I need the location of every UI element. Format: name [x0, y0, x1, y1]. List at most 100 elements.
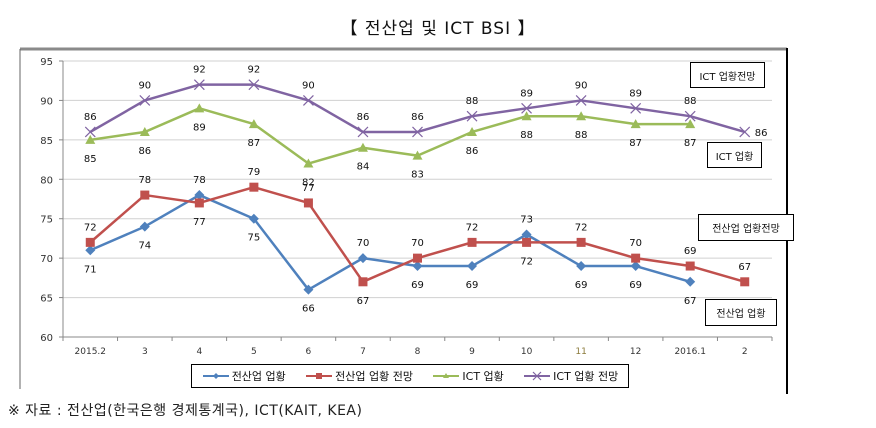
marker-diamond	[194, 190, 205, 201]
x-tick-label: 9	[469, 347, 475, 357]
data-label: 90	[138, 80, 151, 91]
marker-square	[467, 237, 477, 247]
marker-triangle	[412, 150, 423, 160]
marker-x	[357, 126, 369, 138]
x-tick-label: 2016.1	[674, 347, 706, 357]
data-label: 69	[684, 246, 697, 257]
data-label: 86	[357, 112, 370, 123]
legend-item: ICT 업황 전망	[523, 368, 618, 384]
data-label: 77	[302, 183, 315, 194]
marker-diamond	[630, 261, 641, 272]
marker-diamond	[412, 261, 423, 272]
y-tick-label: 85	[40, 136, 53, 147]
marker-diamond	[576, 261, 587, 272]
x-tick-label: 5	[251, 347, 257, 357]
y-tick-label: 60	[40, 333, 53, 344]
marker-square	[303, 198, 313, 208]
x-tick-label: 12	[630, 347, 641, 357]
legend-item: ICT 업황	[432, 368, 504, 384]
data-label: 71	[84, 264, 97, 275]
data-label: 86	[755, 128, 768, 139]
data-label: 88	[684, 96, 697, 107]
marker-x	[575, 95, 587, 106]
series-0	[85, 190, 696, 295]
data-label: 85	[84, 154, 97, 165]
marker-x	[84, 126, 96, 138]
marker-x	[412, 126, 423, 138]
marker-square	[413, 253, 422, 263]
data-label: 77	[193, 217, 206, 228]
data-label: 92	[248, 65, 261, 76]
marker-triangle	[194, 103, 205, 113]
legend-swatch-square-icon	[306, 373, 333, 379]
data-label: 88	[520, 130, 533, 141]
marker-x	[193, 79, 205, 91]
series-line	[89, 193, 691, 291]
legend-swatch-x-icon	[524, 371, 551, 381]
marker-diamond	[521, 229, 532, 240]
marker-x	[739, 126, 751, 138]
marker-x	[630, 102, 642, 114]
marker-square	[194, 198, 204, 208]
marker-square	[740, 277, 750, 287]
marker-triangle	[685, 119, 696, 129]
data-label: 84	[357, 162, 370, 173]
data-label: 86	[138, 146, 151, 157]
legend-label: ICT 업황	[462, 370, 504, 383]
data-label: 89	[193, 122, 206, 133]
marker-diamond	[357, 253, 368, 264]
data-label: 67	[738, 262, 751, 273]
data-label: 86	[466, 146, 479, 157]
marker-square	[140, 190, 150, 200]
marker-triangle	[521, 111, 532, 121]
x-tick-label: 7	[360, 347, 366, 357]
y-tick-label: 75	[40, 215, 53, 226]
data-labels: 71 74 78 75 66 70 69 69 73 69 69 67 72 78 77 79 77 67 70 72…	[84, 65, 768, 315]
data-label: 86	[411, 112, 424, 123]
x-tick-label: 6	[306, 347, 312, 357]
marker-square	[576, 237, 586, 247]
data-label: 89	[629, 88, 642, 99]
data-label: 78	[193, 175, 206, 186]
x-tick-label: 4	[196, 347, 202, 357]
data-label: 83	[411, 170, 424, 181]
data-label: 78	[138, 175, 151, 186]
data-label: 90	[302, 80, 315, 91]
data-label: 72	[466, 222, 479, 233]
data-label: 88	[575, 130, 588, 141]
data-label: 72	[520, 256, 533, 267]
y-tick-label: 80	[40, 175, 53, 186]
data-label: 92	[193, 65, 206, 76]
data-label: 72	[84, 222, 97, 233]
data-label: 75	[248, 233, 261, 244]
marker-diamond	[303, 284, 314, 295]
series-3	[84, 79, 751, 138]
data-label: 66	[302, 304, 315, 315]
marker-square	[85, 237, 95, 247]
marker-x	[684, 110, 696, 122]
legend-marker	[316, 373, 323, 379]
legend-label: 전산업 업황 전망	[335, 370, 414, 383]
data-label: 67	[357, 296, 370, 307]
data-label: 74	[138, 241, 151, 252]
annotation-all-outlook: 전산업 업황전망	[698, 214, 794, 241]
legend-marker	[212, 373, 219, 379]
marker-triangle	[630, 119, 641, 129]
marker-square	[685, 261, 695, 271]
data-label: 87	[629, 138, 642, 149]
data-label: 69	[411, 280, 424, 291]
marker-x	[139, 95, 151, 106]
chart-frame	[19, 47, 788, 394]
legend-item: 전산업 업황 전망	[305, 368, 413, 384]
data-label: 69	[629, 280, 642, 291]
series-group	[84, 79, 751, 295]
annotation-all-status: 전산업 업황	[705, 299, 777, 326]
x-tick-label: 3	[142, 347, 148, 357]
y-tick-label: 95	[40, 57, 53, 68]
data-label: 67	[684, 296, 697, 307]
marker-square	[522, 237, 532, 247]
marker-x	[521, 102, 533, 114]
data-label: 82	[302, 178, 315, 189]
legend-marker	[532, 371, 542, 381]
